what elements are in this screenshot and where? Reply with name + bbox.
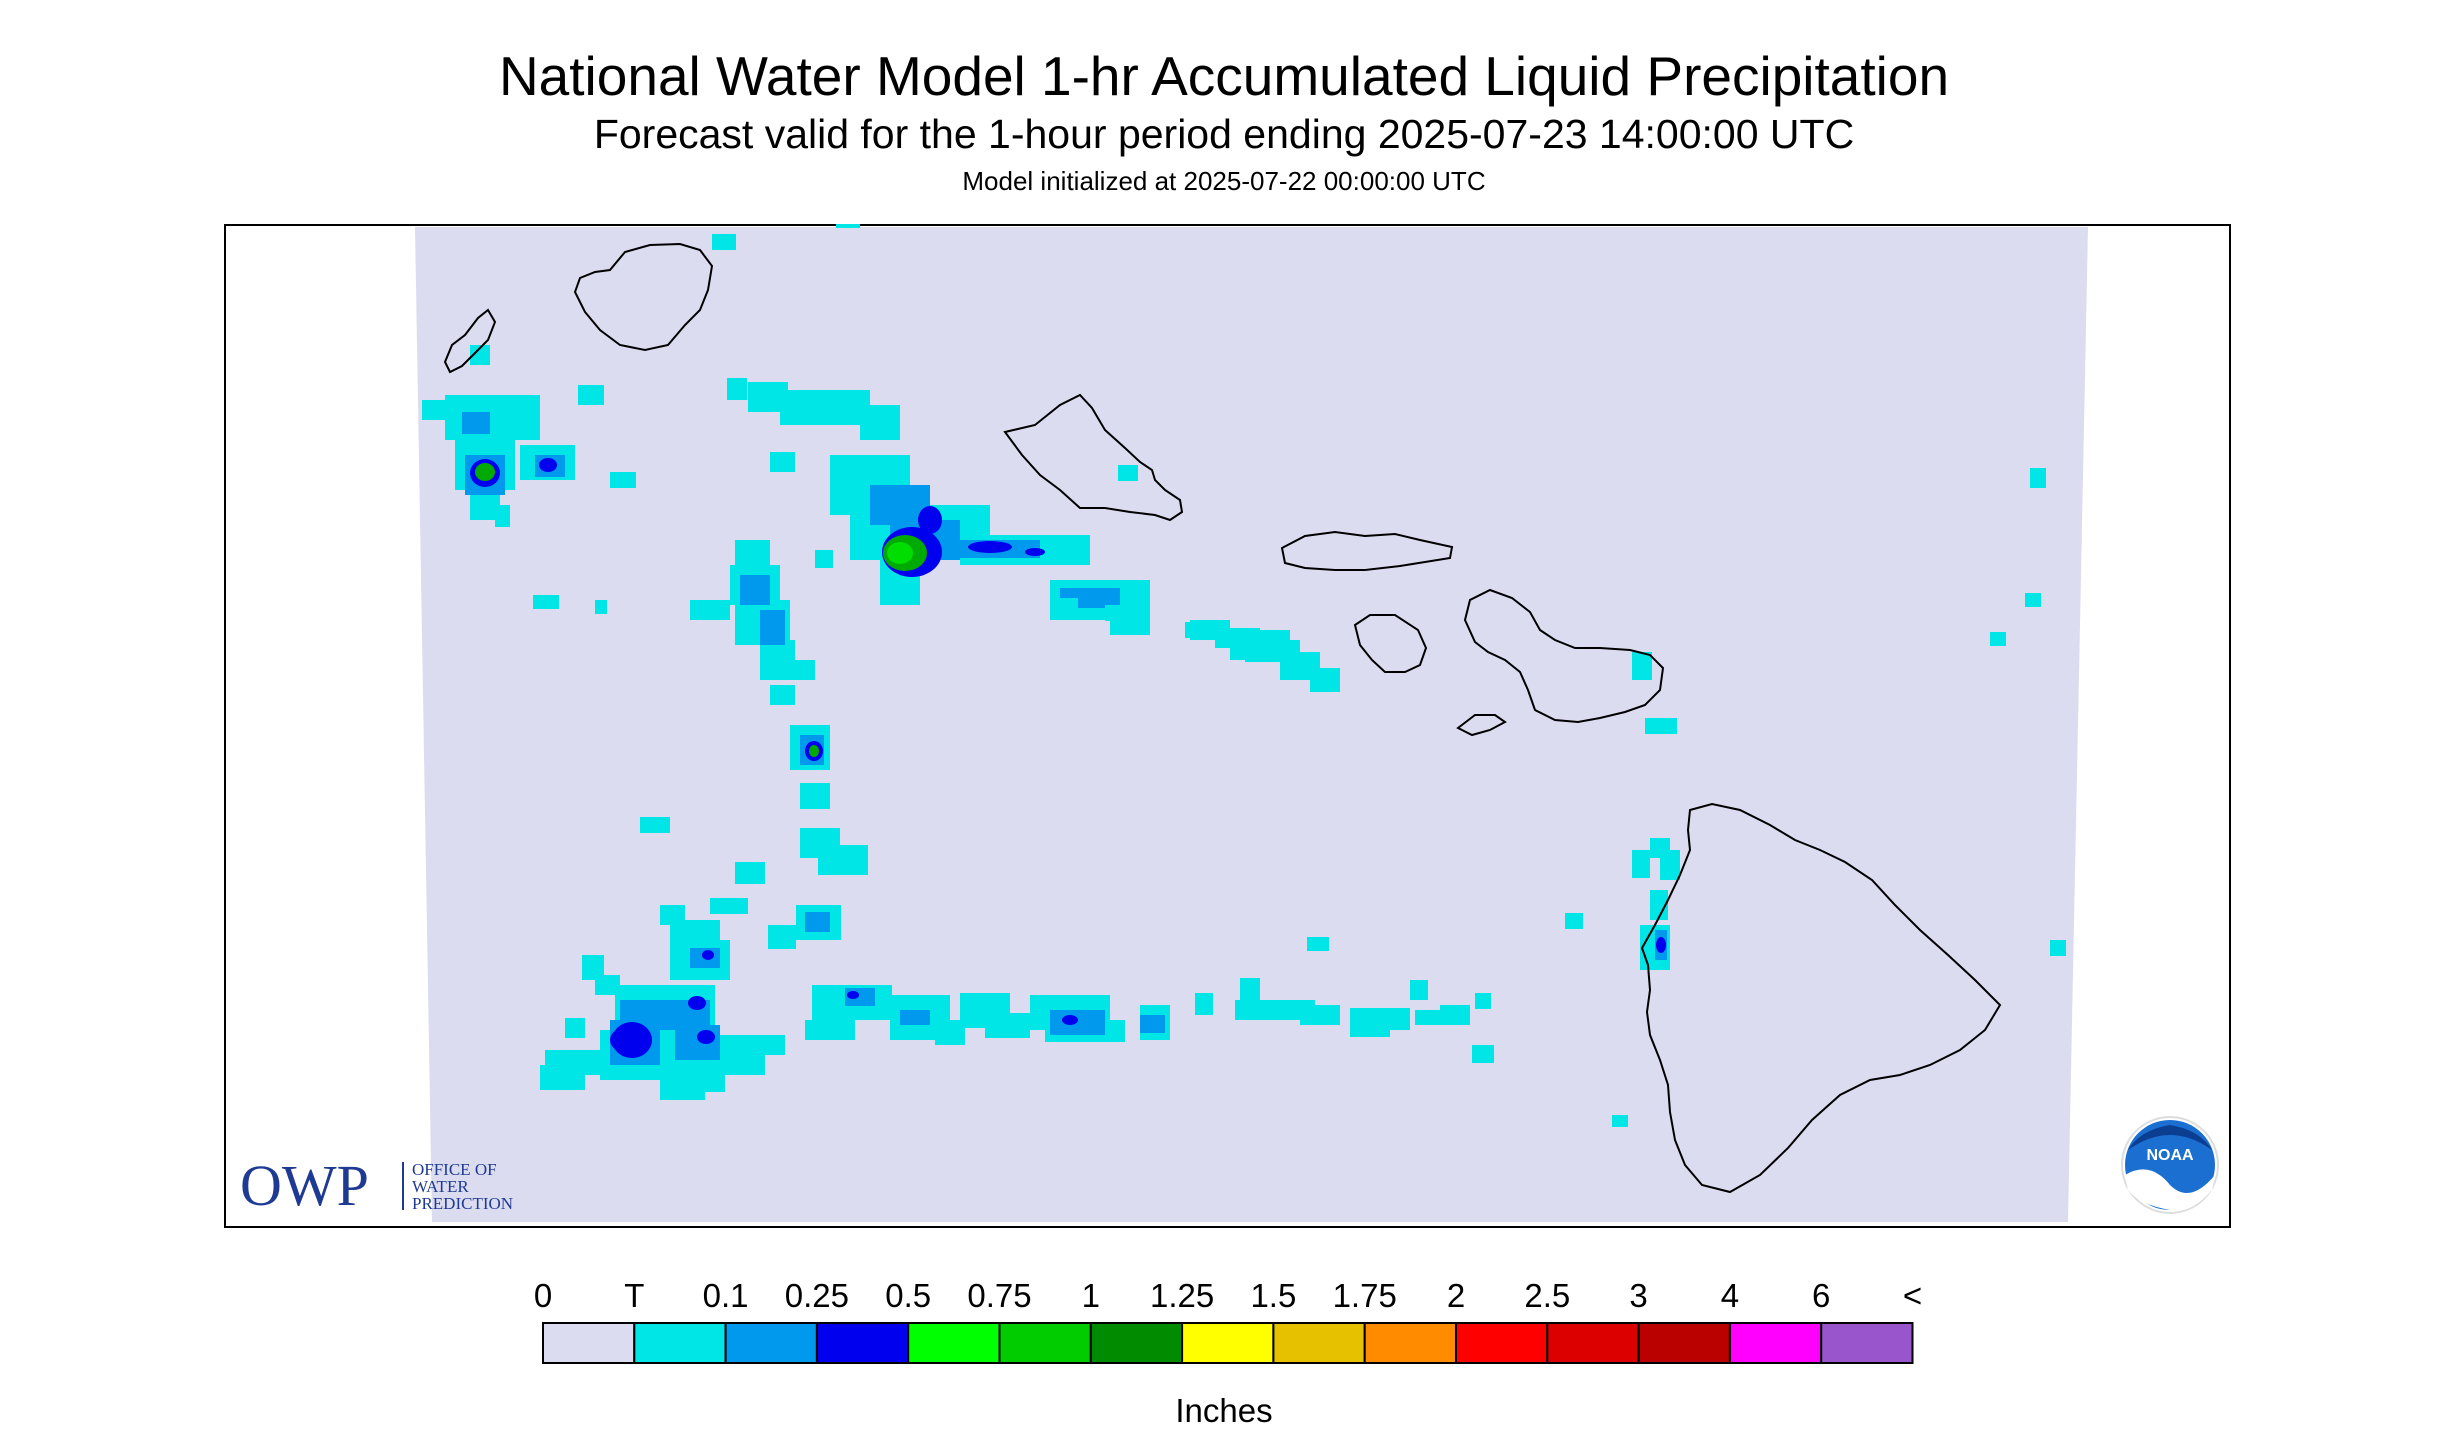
legend-tick-label: 2 [1446, 1277, 1466, 1314]
legend-swatch [1728, 1322, 1823, 1364]
owp-text-line2: WATER [412, 1177, 469, 1196]
owp-text-line3: PREDICTION [412, 1194, 513, 1213]
legend-swatch [998, 1322, 1092, 1364]
coast-lanai [1353, 614, 1428, 673]
legend-tick-label: 1.75 [1332, 1277, 1397, 1314]
coast-kauai [573, 242, 714, 352]
coast-niihau [443, 308, 497, 374]
coast-maui [1463, 588, 1665, 724]
noaa-text: NOAA [2146, 1147, 2194, 1164]
legend-swatch [815, 1322, 910, 1364]
coast-kahoolawe [1456, 714, 1507, 737]
legend-unit: Inches [1175, 1392, 1273, 1429]
legend-tick-label: < [1902, 1277, 1923, 1314]
island-coastlines [443, 242, 2002, 1194]
map-subtitle: Forecast valid for the 1-hour period end… [593, 111, 1855, 157]
legend-tick-label: 6 [1812, 1277, 1831, 1314]
legend-swatch [633, 1322, 727, 1364]
legend-swatch [724, 1322, 818, 1364]
owp-logo: OWP OFFICE OF WATER PREDICTION [240, 1153, 513, 1218]
noaa-logo: NOAA [2121, 1116, 2219, 1214]
legend-swatch [1363, 1322, 1457, 1364]
legend-swatch [1272, 1322, 1366, 1364]
coast-molokai [1280, 530, 1454, 571]
legend-swatch [1455, 1322, 1549, 1364]
legend-tick-label: 0.1 [702, 1277, 749, 1314]
legend-tick-label: 0.5 [885, 1277, 932, 1314]
legend-tick-label: 1.5 [1250, 1277, 1297, 1314]
legend-colorbar [542, 1322, 1914, 1364]
coast-oahu [1003, 393, 1184, 522]
legend-swatch [907, 1322, 1001, 1364]
legend-tick-label: 1 [1081, 1277, 1100, 1314]
legend-swatch [1089, 1322, 1184, 1364]
owp-text-line1: OFFICE OF [412, 1160, 497, 1179]
legend-swatch [1820, 1322, 1914, 1364]
legend-tick-label: 0.25 [784, 1277, 850, 1314]
owp-letters: OWP [240, 1153, 369, 1218]
legend-tick-label: T [624, 1277, 645, 1314]
legend-tick-label: 0.75 [967, 1277, 1032, 1314]
coast-hawaii [1640, 802, 2002, 1194]
model-init-time: Model initialized at 2025-07-22 00:00:00… [962, 166, 1486, 196]
legend-tick-label: 0 [533, 1277, 553, 1314]
legend-swatch [1637, 1322, 1731, 1364]
legend-swatch [1546, 1322, 1640, 1364]
legend-tick-label: 1.25 [1149, 1277, 1215, 1314]
legend-tick-label: 2.5 [1524, 1277, 1571, 1314]
precip-cells [422, 224, 2066, 1127]
legend-swatch [1181, 1322, 1275, 1364]
map-title: National Water Model 1-hr Accumulated Li… [498, 45, 1950, 107]
legend-tick-label: 4 [1720, 1277, 1740, 1314]
legend-tick-label: 3 [1629, 1277, 1648, 1314]
legend-swatch [542, 1322, 636, 1364]
